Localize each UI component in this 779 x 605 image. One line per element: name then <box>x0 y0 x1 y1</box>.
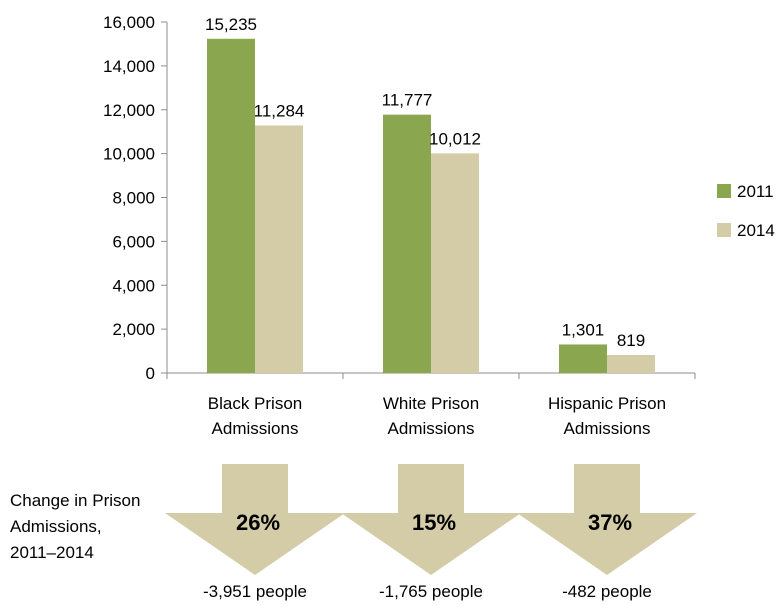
data-label-2014: 11,284 <box>254 101 305 120</box>
data-labels: 15,235 11,284 11,777 10,012 1,301 819 <box>205 15 645 350</box>
change-percent: 26% <box>236 510 280 535</box>
down-arrow-icon <box>517 464 697 575</box>
change-people: -1,765 people <box>379 582 483 601</box>
category-label: Admissions <box>564 419 651 438</box>
data-label-2011: 11,777 <box>382 91 433 110</box>
category-label: Hispanic Prison <box>548 394 666 413</box>
category-labels: Black Prison Admissions White Prison Admiss… <box>208 394 666 438</box>
change-people: -3,951 people <box>203 582 307 601</box>
change-percent: 37% <box>588 510 632 535</box>
bar-2011 <box>207 38 255 373</box>
legend-swatch-2011 <box>717 184 731 198</box>
y-tick-label: 12,000 <box>103 101 155 120</box>
category-label: Admissions <box>212 419 299 438</box>
change-label-line: Change in Prison <box>10 491 141 510</box>
down-arrow-icon <box>165 464 345 575</box>
data-label-2011: 15,235 <box>205 15 257 34</box>
change-label-line: 2011–2014 <box>10 543 94 562</box>
down-arrow-icon <box>341 464 521 575</box>
y-tick-label: 2,000 <box>112 320 155 339</box>
y-tick-label: 16,000 <box>103 13 155 32</box>
y-tick-label: 8,000 <box>112 189 155 208</box>
change-people: -482 people <box>562 582 652 601</box>
change-label: Change in Prison Admissions, 2011–2014 <box>10 488 170 566</box>
change-arrows: 26% -3,951 people 15% -1,765 people 37% -482 … <box>165 464 697 601</box>
legend-swatch-2014 <box>717 223 731 237</box>
category-label: Admissions <box>388 419 475 438</box>
y-tick-label: 4,000 <box>112 276 155 295</box>
bar-2014 <box>607 355 655 373</box>
y-tick-label: 14,000 <box>103 57 155 76</box>
y-tick-label: 10,000 <box>103 145 155 164</box>
y-tick-label: 6,000 <box>112 232 155 251</box>
y-tick-label: 0 <box>146 364 155 383</box>
category-label: Black Prison <box>208 394 302 413</box>
change-percent: 15% <box>412 510 456 535</box>
data-label-2011: 1,301 <box>562 320 605 339</box>
axes: 0 2,000 4,000 6,000 8,000 10,000 12,000 14,000 1… <box>103 13 696 383</box>
bar-2011 <box>559 344 607 373</box>
data-label-2014: 819 <box>617 331 645 350</box>
category-label: White Prison <box>383 394 479 413</box>
data-label-2014: 10,012 <box>429 129 481 148</box>
bars <box>207 38 655 374</box>
legend-label: 2014 <box>737 221 775 240</box>
change-label-line: Admissions, <box>10 517 102 536</box>
legend-label: 2011 <box>737 182 774 201</box>
bar-2014 <box>255 125 303 374</box>
legend: 2011 2014 <box>717 182 775 240</box>
bar-2011 <box>383 114 431 373</box>
bar-2014 <box>431 153 479 373</box>
